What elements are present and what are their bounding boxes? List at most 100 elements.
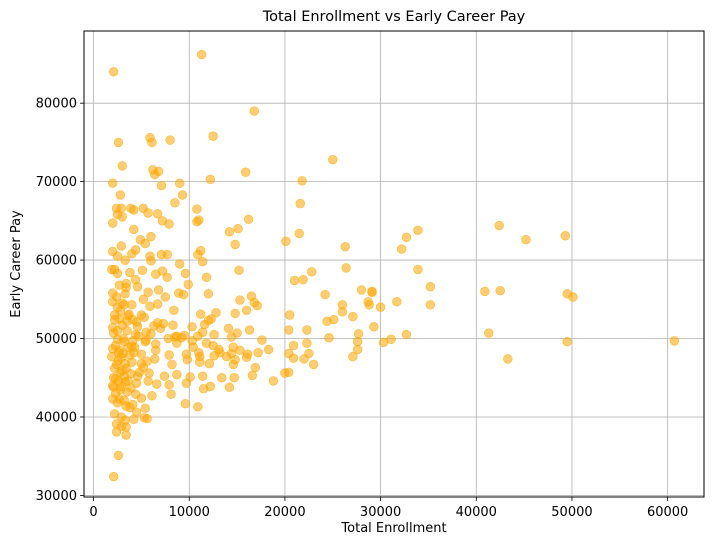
data-point — [369, 322, 379, 332]
data-point — [307, 267, 317, 277]
data-point — [128, 315, 138, 325]
data-point — [205, 381, 215, 392]
data-point — [117, 212, 127, 222]
data-point — [143, 287, 153, 297]
data-point — [143, 208, 153, 218]
data-point — [299, 354, 309, 364]
data-point — [146, 329, 156, 339]
data-point — [149, 321, 159, 331]
data-point — [140, 238, 150, 249]
data-point — [160, 292, 171, 302]
data-point — [263, 344, 274, 355]
data-point — [116, 352, 127, 363]
data-point — [167, 359, 177, 370]
data-point — [164, 219, 174, 229]
data-point — [203, 289, 214, 299]
data-point — [125, 350, 135, 360]
data-point — [187, 322, 197, 332]
data-point — [337, 307, 348, 317]
data-point — [223, 323, 234, 334]
data-point — [352, 336, 363, 347]
data-point — [120, 289, 130, 299]
data-point — [356, 285, 367, 295]
data-point — [180, 398, 191, 409]
data-point — [294, 228, 304, 239]
data-point — [224, 382, 235, 392]
data-point — [126, 383, 136, 393]
data-point — [165, 135, 175, 145]
data-point — [146, 256, 156, 266]
chart-title: Total Enrollment vs Early Career Pay — [262, 9, 526, 25]
x-tick-label: 30000 — [360, 505, 401, 520]
data-point — [121, 422, 131, 432]
data-point — [281, 236, 291, 246]
data-point — [413, 225, 423, 235]
x-axis-label: Total Enrollment — [340, 521, 446, 536]
data-point — [130, 245, 141, 255]
data-point — [108, 380, 118, 391]
data-point — [240, 167, 251, 177]
data-point — [348, 311, 358, 322]
data-point — [152, 209, 163, 219]
data-point — [143, 376, 153, 386]
data-point — [182, 355, 193, 365]
data-point — [193, 402, 203, 412]
data-point — [142, 356, 152, 366]
data-point — [125, 402, 135, 413]
data-point — [113, 137, 124, 148]
data-point — [308, 359, 319, 370]
data-point — [119, 300, 129, 310]
data-point — [115, 190, 126, 200]
data-point — [562, 336, 572, 347]
data-point — [150, 169, 160, 180]
data-point — [147, 137, 157, 148]
data-point — [288, 340, 299, 351]
data-point — [109, 315, 120, 325]
data-point — [203, 315, 214, 326]
data-point — [132, 322, 143, 332]
data-point — [133, 331, 144, 341]
data-point — [230, 308, 240, 319]
data-point — [348, 351, 358, 362]
data-point — [568, 292, 578, 302]
data-point — [285, 310, 295, 320]
y-axis-ticks: 30000 40000 50000 60000 70000 80000 — [36, 97, 84, 504]
data-point — [117, 161, 127, 171]
data-point — [244, 325, 255, 335]
data-point — [112, 251, 123, 261]
data-point — [131, 407, 142, 417]
data-point — [214, 344, 224, 355]
data-point — [413, 264, 423, 275]
data-point — [116, 381, 127, 392]
data-point — [183, 279, 193, 290]
data-point — [375, 302, 386, 312]
data-point — [249, 106, 260, 116]
data-point — [127, 341, 137, 352]
data-point — [425, 282, 436, 292]
data-point — [288, 353, 299, 363]
data-point — [289, 275, 300, 286]
data-point — [136, 310, 147, 320]
data-point — [169, 305, 179, 315]
x-tick-label: 40000 — [456, 505, 497, 520]
data-point — [181, 378, 192, 388]
data-point — [328, 154, 338, 165]
y-tick-label: 30000 — [36, 489, 77, 504]
data-point — [166, 389, 176, 399]
data-point — [151, 345, 161, 355]
data-points — [107, 49, 680, 482]
data-point — [162, 272, 172, 283]
data-point — [113, 450, 124, 461]
data-point — [340, 242, 350, 252]
data-point — [484, 328, 494, 338]
data-point — [230, 239, 240, 250]
data-point — [302, 325, 312, 335]
data-point — [297, 176, 307, 186]
data-point — [386, 334, 396, 345]
data-point — [112, 268, 123, 279]
data-point — [353, 329, 364, 339]
data-point — [153, 285, 164, 295]
data-point — [228, 359, 238, 370]
data-point — [503, 354, 513, 364]
